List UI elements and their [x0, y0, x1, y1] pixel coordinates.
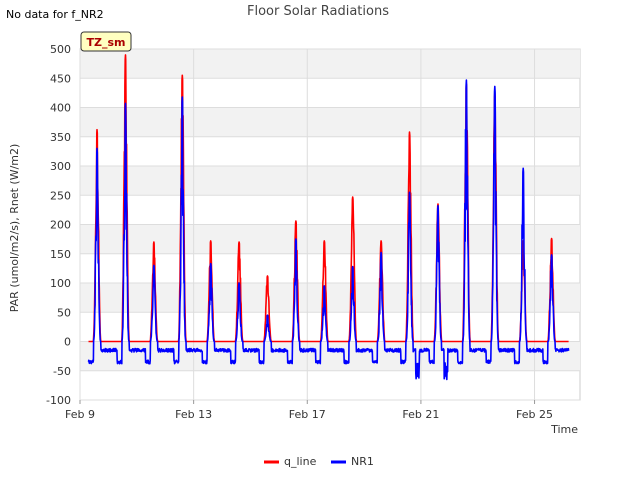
- grid-band: [80, 166, 580, 196]
- legend-label-q-line: q_line: [284, 455, 317, 468]
- y-tick-label: 200: [50, 219, 71, 232]
- no-data-note: No data for f_NR2: [6, 8, 104, 21]
- grid-band: [80, 107, 580, 137]
- series-line-q-line: [88, 54, 570, 343]
- y-tick-label: 300: [50, 160, 71, 173]
- x-tick-label: Feb 21: [402, 408, 439, 421]
- peak-point-q-line: [153, 241, 155, 243]
- y-tick-label: 400: [50, 102, 71, 115]
- legend: q_line NR1: [264, 455, 374, 468]
- y-tick-label: 150: [50, 248, 71, 261]
- peak-point-q-line: [437, 203, 439, 205]
- peak-point-nr1: [352, 266, 354, 268]
- x-tick-label: Feb 9: [65, 408, 95, 421]
- peak-point-nr1: [181, 96, 183, 98]
- y-tick-label: 500: [50, 43, 71, 56]
- peak-point-nr1: [380, 252, 382, 254]
- y-tick-label: 0: [64, 336, 71, 349]
- peak-point-nr1: [466, 79, 468, 81]
- peak-point-nr1: [409, 192, 411, 194]
- peak-point-q-line: [96, 129, 98, 131]
- peak-point-nr1: [267, 314, 269, 316]
- peak-point-q-line: [409, 131, 411, 133]
- y-tick-label: 450: [50, 72, 71, 85]
- x-tick-label: Feb 17: [289, 408, 326, 421]
- x-axis-label: Time: [550, 423, 578, 436]
- peak-point-nr1: [494, 86, 496, 88]
- y-tick-label: 350: [50, 131, 71, 144]
- peak-point-nr1: [437, 205, 439, 207]
- peak-point-nr1: [125, 103, 127, 105]
- y-tick-label: 50: [57, 306, 71, 319]
- peak-point-nr1: [96, 148, 98, 150]
- chart-title: Floor Solar Radiations: [247, 4, 389, 19]
- site-badge-label: TZ_sm: [87, 36, 126, 49]
- peak-point-q-line: [210, 240, 212, 242]
- y-tick-label: -50: [53, 365, 71, 378]
- peak-point-nr1: [210, 263, 212, 265]
- peak-point-q-line: [295, 220, 297, 222]
- peak-point-q-line: [324, 240, 326, 242]
- y-tick-label: 100: [50, 277, 71, 290]
- peak-point-nr1: [153, 265, 155, 267]
- peak-point-nr1: [522, 168, 524, 170]
- peak-point-q-line: [380, 240, 382, 242]
- peak-point-nr1: [324, 285, 326, 287]
- peak-point-nr1: [238, 282, 240, 284]
- grid-band: [80, 341, 580, 371]
- peak-point-q-line: [267, 275, 269, 277]
- peak-point-nr1: [551, 254, 553, 256]
- site-badge: TZ_sm: [80, 31, 132, 52]
- x-axis: Feb 9 Feb 13 Feb 17 Feb 21 Feb 25: [65, 400, 553, 421]
- y-axis: -100 -50 0 50 100 150 200 250 300 350 400 450 500: [46, 43, 71, 407]
- x-tick-label: Feb 13: [175, 408, 212, 421]
- x-tick-label: Feb 25: [516, 408, 553, 421]
- series-line-nr1: [87, 79, 570, 381]
- series-layer: [87, 54, 570, 381]
- y-axis-label: PAR (umol/m2/s), Rnet (W/m2): [8, 144, 21, 313]
- y-tick-label: 250: [50, 189, 71, 202]
- peak-point-q-line: [238, 241, 240, 243]
- legend-label-nr1: NR1: [351, 455, 374, 468]
- y-tick-label: -100: [46, 394, 71, 407]
- grid-band: [80, 49, 580, 79]
- peak-point-nr1: [295, 238, 297, 240]
- peak-point-q-line: [352, 196, 354, 198]
- peak-point-q-line: [181, 75, 183, 77]
- peak-point-q-line: [551, 238, 553, 240]
- peak-point-q-line: [125, 54, 127, 56]
